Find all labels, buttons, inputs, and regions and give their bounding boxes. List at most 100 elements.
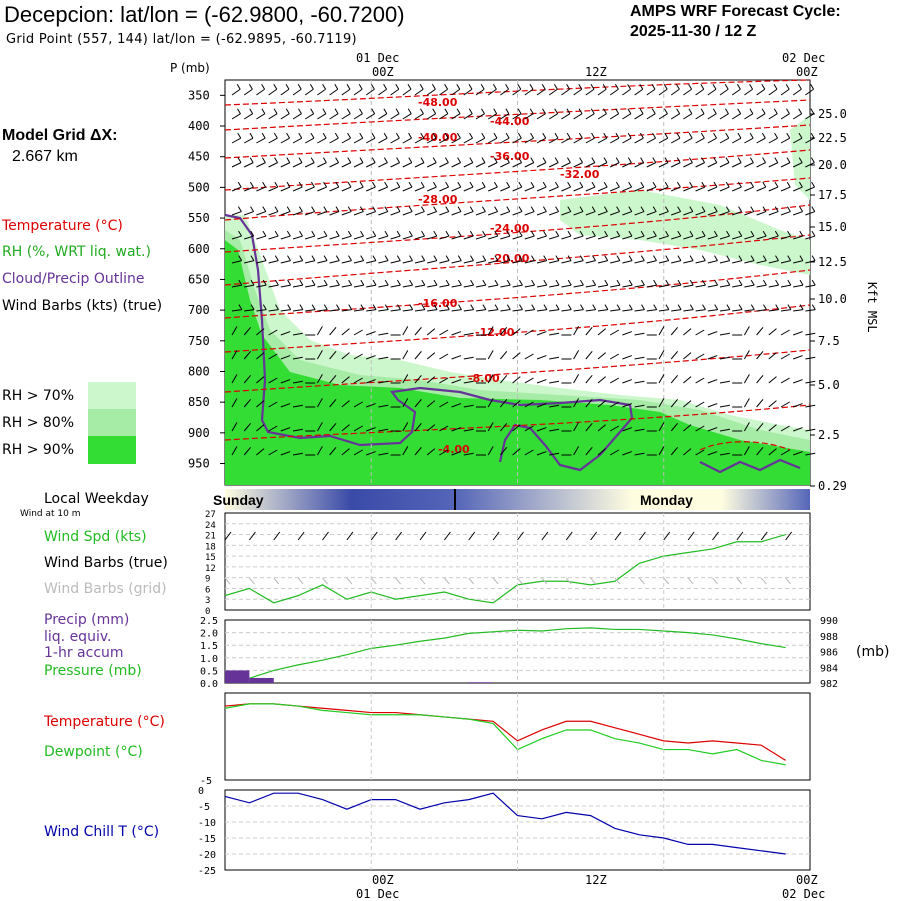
wind-barb	[402, 88, 412, 96]
wind-barb	[231, 88, 241, 96]
wind-barb-feather	[383, 132, 388, 139]
wind-barb-feather	[456, 84, 461, 90]
wind-barb	[378, 162, 388, 168]
wind-barb	[488, 186, 498, 192]
grid-wind-barb	[419, 577, 426, 585]
wind-barb	[658, 374, 665, 384]
wind-barb-feather	[360, 279, 365, 286]
wind-barb	[719, 404, 730, 408]
wind-tick-label: 15	[205, 553, 216, 563]
wind-barb	[695, 353, 705, 360]
wind-barb	[573, 186, 584, 192]
wind-barb	[695, 329, 705, 336]
wind-barb-feather	[798, 181, 803, 188]
precip-bar	[249, 677, 274, 683]
wind-barb-feather	[640, 181, 645, 188]
wind-barb-feather	[470, 255, 474, 261]
wind-barb	[402, 398, 409, 408]
wind-barb-feather	[726, 230, 730, 237]
wind-barb-feather	[494, 206, 499, 212]
wind-barb	[671, 309, 682, 312]
wind-barb-feather	[615, 108, 620, 114]
wind-barb-feather	[421, 230, 425, 237]
wind-barb-feather	[628, 181, 633, 188]
wind-barb-feather	[420, 157, 425, 163]
wind-barb	[366, 451, 376, 456]
wind-barb-feather	[701, 230, 706, 237]
wind-barb-feather	[506, 181, 511, 188]
wind-barb	[256, 211, 266, 216]
wind-barb-feather	[810, 132, 815, 139]
wind-barb	[268, 162, 278, 168]
wind-barb	[634, 162, 644, 168]
wind-barb-feather	[750, 304, 755, 310]
wind-barb-feather	[787, 279, 792, 286]
grid-wind-barb	[492, 577, 499, 585]
wind-barb	[353, 425, 363, 432]
wind-barb-feather	[334, 84, 339, 90]
wind-barb-feather	[421, 279, 426, 286]
wind-barb	[231, 422, 238, 432]
wind-barb-feather	[358, 84, 363, 90]
cloud-outline	[224, 213, 634, 472]
wind-barb	[805, 284, 816, 288]
wind-barb	[658, 88, 668, 96]
wind-barb	[549, 284, 560, 288]
wind-barb	[512, 137, 522, 144]
wind-barb	[573, 422, 580, 432]
wind-barb	[609, 401, 620, 408]
wind-barb	[756, 284, 767, 288]
wind-barb-feather	[481, 181, 486, 188]
wind-barb-feather	[517, 84, 522, 90]
wind-barb	[378, 137, 388, 144]
wind-barb	[353, 88, 363, 96]
wind-barb-feather	[653, 304, 658, 310]
wind-barb	[427, 260, 438, 264]
wind-barb	[329, 113, 339, 120]
wind-barb-feather	[299, 255, 304, 261]
wind-barb	[463, 452, 474, 456]
wind-barb	[426, 88, 436, 96]
wind-barb	[548, 137, 559, 144]
wind-barb	[683, 113, 693, 120]
wind-barb	[390, 186, 401, 192]
wind-barb-feather	[493, 181, 498, 188]
grid-wind-barb	[322, 577, 328, 585]
wind-barb-feather	[323, 206, 328, 212]
wind-barb-feather	[567, 206, 572, 212]
label-dewpoint: Dewpoint (°C)	[44, 744, 143, 760]
kft-tick-label: 22.5	[818, 131, 847, 145]
wind-barb	[549, 235, 559, 240]
wind-barb	[805, 162, 815, 168]
wind-barb	[463, 235, 474, 240]
wind-barb	[634, 137, 644, 144]
wind-barb-feather	[517, 132, 522, 139]
wind-barb	[268, 186, 279, 192]
wind-barb	[463, 309, 474, 312]
wind-barb-feather	[628, 255, 633, 261]
wind-barb	[719, 211, 730, 216]
wind-barb-feather	[531, 279, 536, 286]
wind-barb-feather	[396, 255, 401, 261]
wind-barb	[707, 162, 718, 168]
bottom-time-0: 00Z	[372, 873, 394, 887]
wind-barb-feather	[433, 279, 438, 286]
wind-barb-feather	[433, 230, 438, 237]
wind-barb	[439, 88, 448, 96]
wind-barb-feather	[482, 255, 487, 261]
wind-barb	[524, 377, 534, 384]
wind-barb-feather	[725, 181, 730, 188]
wind-barb	[451, 113, 461, 120]
wind-barb	[378, 428, 389, 432]
wind-barb-feather	[469, 230, 474, 237]
wind-barb	[646, 162, 657, 168]
wind-barb-feather	[506, 206, 511, 212]
wind-barb-feather	[335, 206, 340, 212]
wind-barb-feather	[579, 279, 584, 286]
wind-barb	[256, 260, 267, 264]
wind-barb	[756, 137, 766, 144]
wind-barb-feather	[726, 279, 731, 286]
wind-barb	[573, 88, 583, 96]
wind-barb	[548, 88, 558, 96]
wind-barb-feather	[811, 181, 816, 188]
